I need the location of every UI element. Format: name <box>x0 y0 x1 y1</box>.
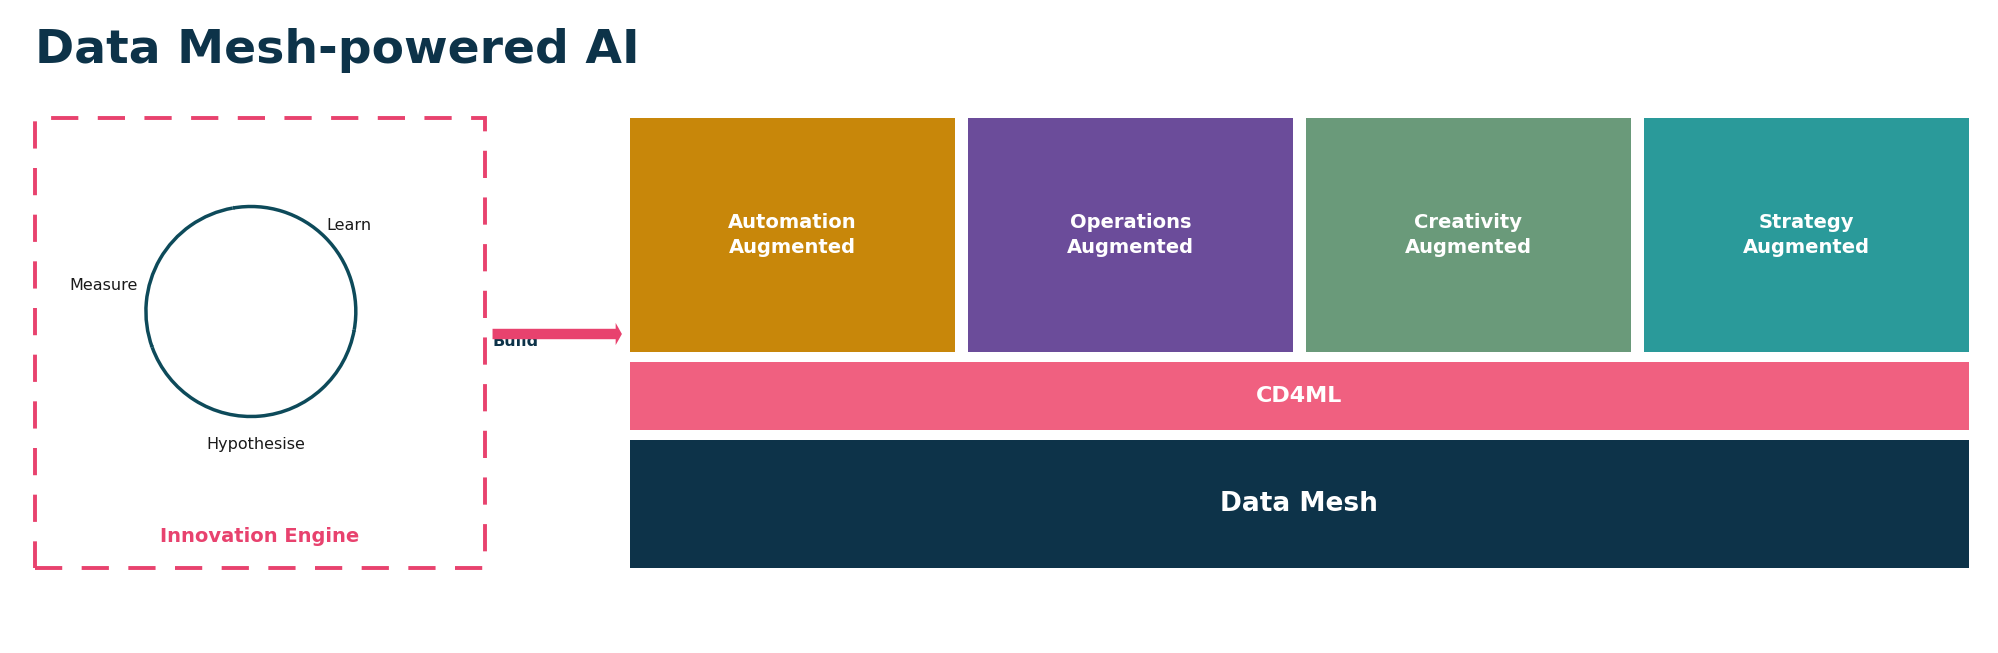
Text: Measure: Measure <box>70 278 138 293</box>
FancyBboxPatch shape <box>1642 118 1968 352</box>
Text: Data Mesh-powered AI: Data Mesh-powered AI <box>34 28 639 73</box>
FancyBboxPatch shape <box>629 362 1968 430</box>
Text: Hypothesise: Hypothesise <box>206 436 306 451</box>
Text: CD4ML: CD4ML <box>1255 386 1343 406</box>
Text: Strategy
Augmented: Strategy Augmented <box>1742 213 1868 257</box>
Text: Automation
Augmented: Automation Augmented <box>727 213 855 257</box>
FancyBboxPatch shape <box>629 440 1968 568</box>
FancyBboxPatch shape <box>967 118 1293 352</box>
FancyBboxPatch shape <box>1305 118 1630 352</box>
Text: Build: Build <box>492 334 539 349</box>
Text: Creativity
Augmented: Creativity Augmented <box>1405 213 1530 257</box>
FancyBboxPatch shape <box>629 118 955 352</box>
Text: Learn: Learn <box>326 218 372 233</box>
Text: Data Mesh: Data Mesh <box>1221 491 1377 517</box>
Text: Innovation Engine: Innovation Engine <box>160 527 360 546</box>
Text: Operations
Augmented: Operations Augmented <box>1067 213 1193 257</box>
